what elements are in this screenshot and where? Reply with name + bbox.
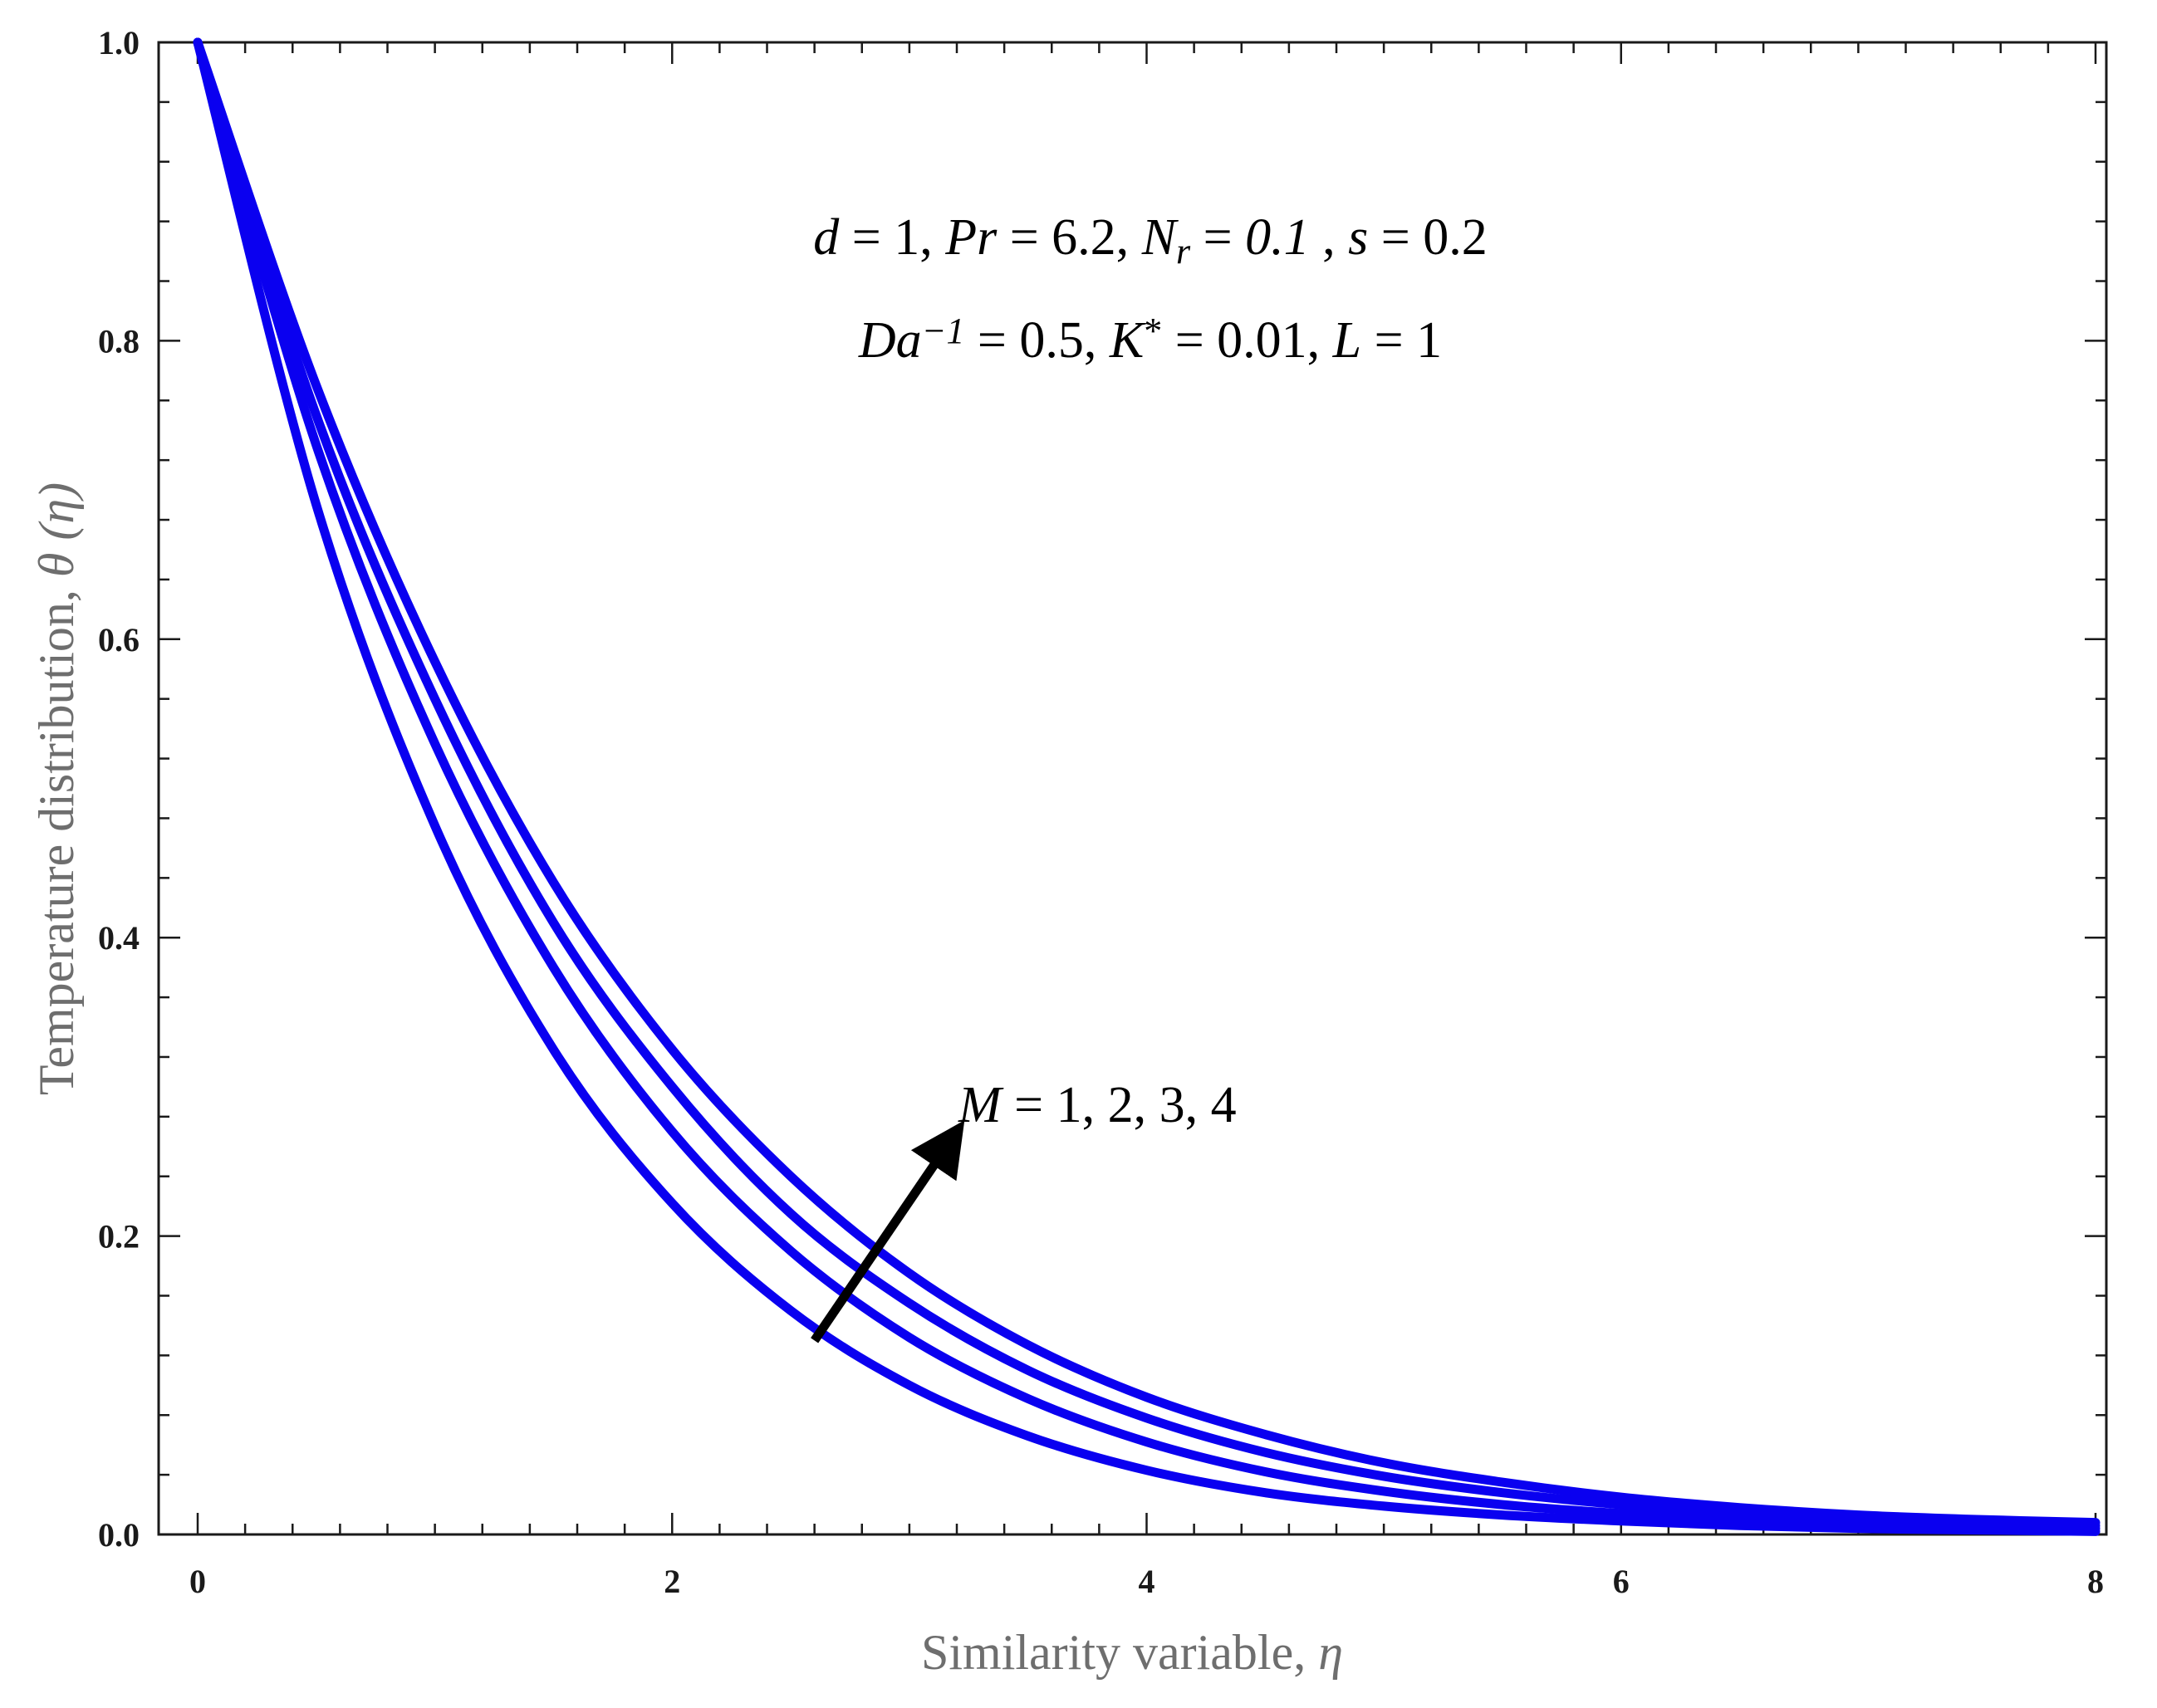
- y-tick-label: 0.6: [98, 621, 140, 658]
- series-line-4: [193, 37, 2101, 1528]
- annotation-arrow: [811, 1120, 965, 1343]
- x-axis-label: Similarity variable, η: [921, 1625, 1343, 1680]
- series-line-3: [193, 37, 2101, 1530]
- params-line-2: Da−1 = 0.5, K* = 0.01, L = 1: [858, 311, 1442, 369]
- x-tick-label: 6: [1613, 1563, 1630, 1600]
- x-tick-label: 0: [189, 1563, 206, 1600]
- x-tick-label: 4: [1139, 1563, 1155, 1600]
- y-tick-label: 0.8: [98, 322, 140, 360]
- tick-labels: 0 2 4 6 8 0.0 0.2 0.4 0.6 0.8 1.0: [98, 24, 2104, 1600]
- x-tick-label: 8: [2087, 1563, 2104, 1600]
- x-tick-label: 2: [664, 1563, 680, 1600]
- params-line-1: d = 1, Pr = 6.2, Nr = 0.1 , s = 0.2: [813, 209, 1488, 272]
- series-layer: [193, 37, 2101, 1536]
- y-tick-label: 0.4: [98, 919, 140, 957]
- y-tick-label: 0.2: [98, 1218, 140, 1255]
- y-axis-label: Temperature distribution, θ (η): [29, 482, 84, 1095]
- y-tick-label: 0.0: [98, 1516, 140, 1554]
- axis-ticks: [159, 41, 2106, 1536]
- y-tick-label: 1.0: [98, 24, 140, 61]
- series-line-2: [193, 37, 2101, 1534]
- arrow-label: M = 1, 2, 3, 4: [958, 1077, 1237, 1133]
- plot-frame: [157, 41, 2108, 1536]
- series-line-1: [193, 37, 2101, 1536]
